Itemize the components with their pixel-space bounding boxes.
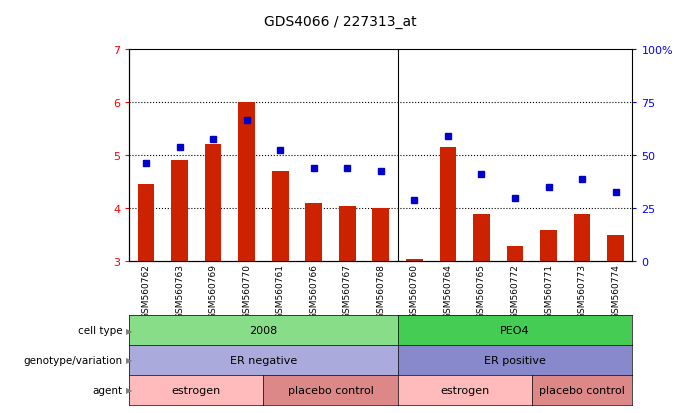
Text: cell type: cell type — [78, 325, 122, 335]
Text: ▶: ▶ — [126, 356, 133, 365]
Bar — [238, 102, 255, 262]
Text: 2008: 2008 — [250, 325, 277, 335]
Text: PEO4: PEO4 — [500, 325, 530, 335]
Text: ER positive: ER positive — [484, 355, 546, 365]
Bar — [439, 148, 456, 262]
Bar — [607, 235, 624, 262]
Text: ▶: ▶ — [126, 326, 133, 335]
Text: ER negative: ER negative — [230, 355, 297, 365]
Bar — [473, 214, 490, 262]
Text: estrogen: estrogen — [171, 385, 221, 395]
Bar — [507, 246, 524, 262]
Bar — [305, 204, 322, 262]
Text: placebo control: placebo control — [288, 385, 373, 395]
Text: GDS4066 / 227313_at: GDS4066 / 227313_at — [264, 15, 416, 29]
Bar — [574, 214, 590, 262]
Text: genotype/variation: genotype/variation — [23, 355, 122, 365]
Bar — [205, 145, 222, 262]
Text: placebo control: placebo control — [539, 385, 625, 395]
Bar — [339, 206, 356, 262]
Text: agent: agent — [92, 385, 122, 395]
Bar — [137, 185, 154, 262]
Bar — [272, 172, 288, 262]
Text: ▶: ▶ — [126, 385, 133, 394]
Bar — [540, 230, 557, 262]
Text: estrogen: estrogen — [440, 385, 490, 395]
Bar — [406, 259, 423, 262]
Bar — [373, 209, 389, 262]
Bar — [171, 161, 188, 262]
